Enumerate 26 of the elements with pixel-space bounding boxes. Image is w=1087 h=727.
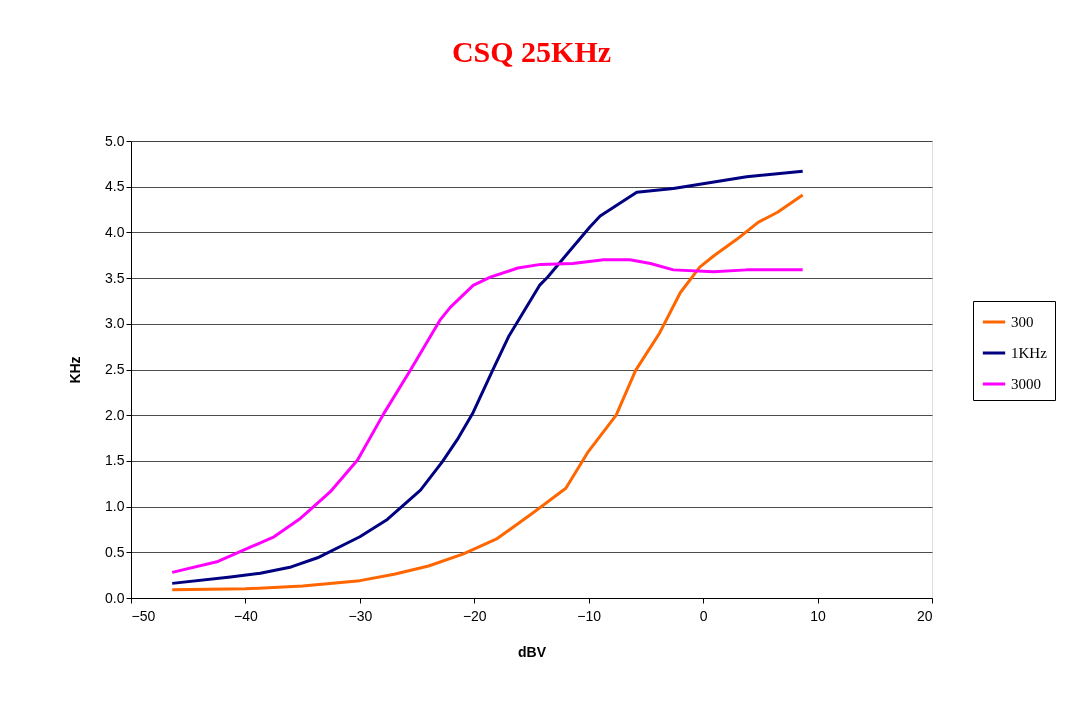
line-series: [170, 258, 805, 574]
y-tick-label: 4.0: [105, 223, 125, 240]
y-tick-label: 0.0: [105, 589, 125, 606]
y-tick-label: 1.0: [105, 498, 125, 515]
chart-title: CSQ 25KHz: [451, 35, 612, 68]
x-tick-label: 10: [810, 607, 827, 624]
legend-label: 1KHz: [1011, 345, 1048, 361]
x-tick-label: −40: [234, 607, 259, 624]
legend-label: 3000: [1011, 376, 1041, 392]
y-tick-label: 3.0: [105, 315, 125, 332]
y-tick-label: 0.5: [105, 543, 125, 560]
y-axis-title: KHz: [67, 356, 84, 384]
y-tick-label: 3.5: [105, 269, 125, 286]
x-tick-label: −20: [462, 607, 487, 624]
y-tick-label: 1.5: [105, 452, 125, 469]
legend-label: 300: [1011, 314, 1034, 330]
y-tick-label: 2.0: [105, 406, 125, 423]
x-axis-title: dBV: [518, 643, 547, 660]
x-tick-label: −10: [577, 607, 602, 624]
x-tick-label: −30: [348, 607, 373, 624]
y-tick-label: 5.0: [105, 132, 125, 149]
x-tick-label: 20: [916, 607, 933, 624]
y-tick-label: 2.5: [105, 361, 125, 377]
x-tick-label: −50: [131, 607, 156, 624]
x-tick-label: 0: [699, 607, 708, 624]
y-tick-label: 4.5: [105, 178, 125, 195]
